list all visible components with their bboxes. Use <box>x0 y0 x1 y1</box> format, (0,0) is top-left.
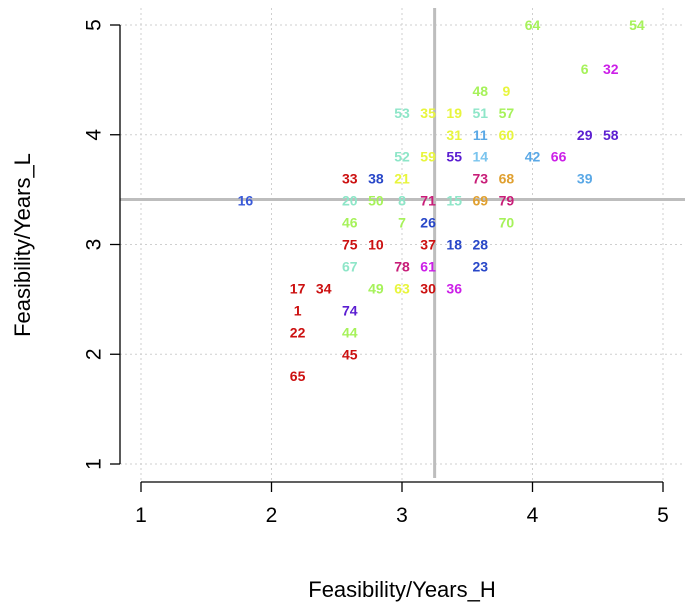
point-label-32: 32 <box>603 61 619 77</box>
y-tick-label: 2 <box>82 348 105 360</box>
point-label-75: 75 <box>342 237 358 253</box>
point-label-58: 58 <box>603 127 619 143</box>
point-label-37: 37 <box>420 237 436 253</box>
point-label-16: 16 <box>238 193 254 209</box>
point-label-64: 64 <box>525 17 541 33</box>
point-label-8: 8 <box>398 193 406 209</box>
point-label-51: 51 <box>473 105 489 121</box>
point-label-48: 48 <box>473 83 489 99</box>
y-tick-label: 5 <box>82 19 105 31</box>
x-tick-label: 4 <box>527 504 539 527</box>
x-axis-title: Feasibility/Years_H <box>308 577 496 602</box>
point-label-71: 71 <box>420 193 436 209</box>
point-label-30: 30 <box>420 280 436 296</box>
point-label-22: 22 <box>290 324 306 340</box>
point-label-36: 36 <box>446 280 462 296</box>
point-label-20: 20 <box>342 193 358 209</box>
x-tick-label: 2 <box>266 504 278 527</box>
point-label-61: 61 <box>420 258 436 274</box>
point-label-68: 68 <box>499 171 515 187</box>
reference-lines <box>120 8 685 478</box>
point-label-73: 73 <box>473 171 489 187</box>
point-label-46: 46 <box>342 215 358 231</box>
point-label-7: 7 <box>398 215 406 231</box>
point-label-67: 67 <box>342 258 358 274</box>
point-label-78: 78 <box>394 258 410 274</box>
point-label-66: 66 <box>551 149 567 165</box>
point-label-15: 15 <box>446 193 462 209</box>
point-label-14: 14 <box>473 149 489 165</box>
point-label-28: 28 <box>473 237 489 253</box>
grid-lines <box>120 8 685 482</box>
point-label-33: 33 <box>342 171 358 187</box>
y-tick-label: 1 <box>82 458 105 470</box>
y-tick-label: 4 <box>82 129 105 141</box>
point-label-50: 50 <box>368 193 384 209</box>
point-label-79: 79 <box>499 193 515 209</box>
point-label-60: 60 <box>499 127 515 143</box>
point-label-42: 42 <box>525 149 541 165</box>
point-label-38: 38 <box>368 171 384 187</box>
point-label-11: 11 <box>473 127 488 143</box>
y-axis-title: Feasibility/Years_L <box>10 153 35 337</box>
point-label-9: 9 <box>503 83 511 99</box>
point-label-57: 57 <box>499 105 515 121</box>
point-label-53: 53 <box>394 105 410 121</box>
point-label-44: 44 <box>342 324 358 340</box>
point-label-17: 17 <box>290 280 306 296</box>
point-label-10: 10 <box>368 237 384 253</box>
point-label-18: 18 <box>446 237 462 253</box>
point-label-65: 65 <box>290 368 306 384</box>
point-label-74: 74 <box>342 302 358 318</box>
point-label-70: 70 <box>499 215 515 231</box>
x-tick-label: 1 <box>135 504 147 527</box>
point-label-1: 1 <box>294 302 302 318</box>
point-label-26: 26 <box>420 215 436 231</box>
point-label-54: 54 <box>629 17 645 33</box>
point-label-69: 69 <box>473 193 489 209</box>
point-label-63: 63 <box>394 280 410 296</box>
point-label-35: 35 <box>420 105 436 121</box>
x-tick-label: 3 <box>396 504 408 527</box>
point-label-39: 39 <box>577 171 593 187</box>
point-label-23: 23 <box>473 258 489 274</box>
point-label-34: 34 <box>316 280 332 296</box>
point-label-21: 21 <box>394 171 410 187</box>
point-label-52: 52 <box>394 149 410 165</box>
point-label-59: 59 <box>420 149 436 165</box>
point-label-6: 6 <box>581 61 589 77</box>
point-label-31: 31 <box>446 127 462 143</box>
point-label-49: 49 <box>368 280 384 296</box>
y-tick-label: 3 <box>82 239 105 251</box>
point-label-55: 55 <box>446 149 462 165</box>
point-label-45: 45 <box>342 346 358 362</box>
point-label-19: 19 <box>446 105 462 121</box>
point-label-29: 29 <box>577 127 593 143</box>
x-tick-label: 5 <box>657 504 669 527</box>
